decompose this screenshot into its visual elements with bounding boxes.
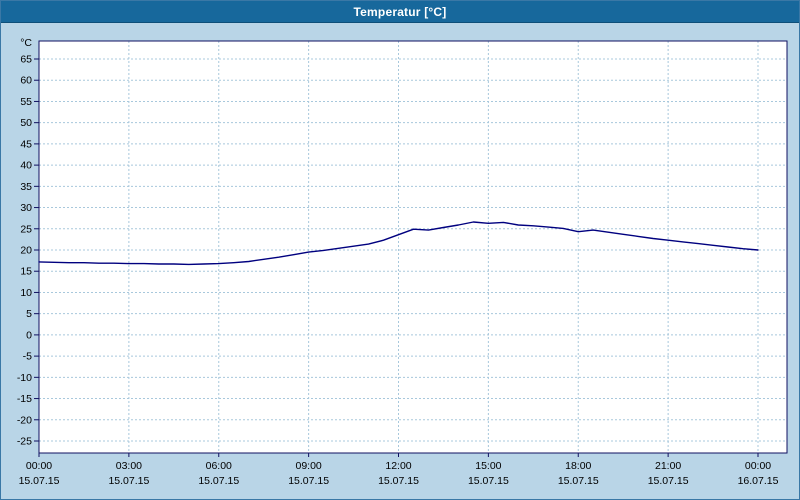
y-tick-label: 50 xyxy=(20,117,32,129)
temperature-line-chart: -25 -20 -15 -10 -5 0 5 10 15 20 25 30 35 40 45 50 55 60 65… xyxy=(17,37,788,487)
x-tick-time-label: 06:00 xyxy=(206,460,232,472)
temperature-series-line xyxy=(38,221,759,266)
x-tick-time-label: 21:00 xyxy=(655,460,681,472)
plot-background xyxy=(39,41,787,453)
x-tick-date-label: 15.07.15 xyxy=(108,475,149,487)
x-tick-date-label: 15.07.15 xyxy=(198,475,239,487)
y-tick-label: 15 xyxy=(20,266,32,278)
y-tick-label: 0 xyxy=(26,329,32,341)
x-tick-time-label: 00:00 xyxy=(26,460,52,472)
x-tick-date-label: 15.07.15 xyxy=(378,475,419,487)
x-tick-date-label: 15.07.15 xyxy=(558,475,599,487)
x-tick-date-label: 15.07.15 xyxy=(468,475,509,487)
x-tick-time-label: 00:00 xyxy=(745,460,771,472)
y-tick-label: 35 xyxy=(20,181,32,193)
chart-container: -25 -20 -15 -10 -5 0 5 10 15 20 25 30 35 40 45 50 55 60 65… xyxy=(1,23,799,499)
y-tick-label: -10 xyxy=(17,372,32,384)
x-tick-time-label: 09:00 xyxy=(295,460,321,472)
window-titlebar: Temperatur [°C] xyxy=(1,1,799,23)
y-tick-label: -5 xyxy=(23,351,32,363)
x-tick-time-label: 12:00 xyxy=(385,460,411,472)
plot-border xyxy=(38,40,788,454)
y-tick-label: -25 xyxy=(17,436,32,448)
x-tick-date-label: 16.07.15 xyxy=(738,475,779,487)
y-tick-label: 20 xyxy=(20,245,32,257)
y-tick-label: 55 xyxy=(20,96,32,108)
y-tick-label: -20 xyxy=(17,414,32,426)
y-tick-label: 25 xyxy=(20,223,32,235)
y-tick-label: 5 xyxy=(26,308,32,320)
y-tick-label: 40 xyxy=(20,160,32,172)
y-tick-label: 60 xyxy=(20,75,32,87)
x-tick-time-label: 15:00 xyxy=(475,460,501,472)
y-tick-label: 45 xyxy=(20,138,32,150)
x-tick-date-label: 15.07.15 xyxy=(288,475,329,487)
y-tick-label: 10 xyxy=(20,287,32,299)
y-tick-label: 65 xyxy=(20,54,32,66)
y-tick-label: 30 xyxy=(20,202,32,214)
window-title: Temperatur [°C] xyxy=(353,4,447,19)
x-tick-date-label: 15.07.15 xyxy=(648,475,689,487)
y-tick-label: -15 xyxy=(17,393,32,405)
x-tick-date-label: 15.07.15 xyxy=(19,475,60,487)
x-tick-time-label: 03:00 xyxy=(116,460,142,472)
x-tick-time-label: 18:00 xyxy=(565,460,591,472)
y-axis-unit-label: °C xyxy=(20,37,32,49)
